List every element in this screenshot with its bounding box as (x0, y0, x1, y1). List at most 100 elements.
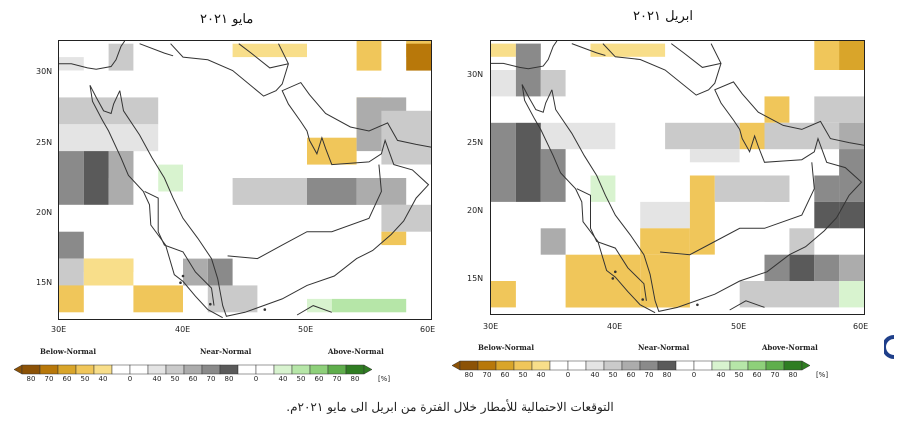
forecast-cell (689, 149, 740, 163)
forecast-cell (59, 151, 84, 205)
legend-colorbar-april (451, 360, 811, 371)
forecast-map-may (58, 40, 432, 320)
legend-swatch (219, 364, 239, 375)
forecast-cell (764, 254, 790, 282)
forecast-map-april (490, 40, 865, 315)
forecast-cell (839, 41, 864, 70)
lat-label: 15N (36, 278, 53, 287)
forecast-cell (640, 254, 690, 308)
coastline-border (491, 41, 558, 70)
forecast-cell (839, 149, 864, 202)
legend-tick-label: 40 (536, 371, 546, 379)
legend-swatch (183, 364, 203, 375)
legend-swatch (585, 360, 605, 371)
forecast-cell (491, 70, 516, 97)
legend-tick-label: [%] (815, 371, 829, 379)
forecast-cell (307, 137, 357, 165)
forecast-cell (764, 96, 790, 123)
coastline-border (89, 85, 121, 115)
forecast-cell (59, 231, 84, 259)
coastline-border (227, 164, 382, 260)
forecast-cell (381, 204, 431, 232)
map-title-may: مايو ٢٠٢١ (200, 12, 254, 27)
coastline-border (729, 300, 765, 311)
lon-label: 30E (483, 322, 499, 331)
legend-swatch (237, 364, 257, 375)
legend-swatch (57, 364, 77, 375)
legend-swatch (675, 360, 695, 371)
legend-tick-label: 50 (296, 375, 306, 383)
coastline-border (170, 43, 289, 97)
legend-swatch (459, 360, 479, 371)
forecast-cell (59, 258, 84, 286)
forecast-cell (381, 231, 407, 246)
forecast-cell (406, 43, 431, 71)
legend-tick-label: 0 (127, 375, 133, 383)
coastline-border (602, 43, 722, 96)
legend-tick-label: 0 (253, 375, 259, 383)
island-dot (263, 308, 267, 311)
forecast-cell (515, 43, 541, 97)
legend-swatch (273, 364, 293, 375)
lon-label: 60E (853, 322, 869, 331)
legend-swatch (129, 364, 149, 375)
forecast-cell (232, 178, 307, 205)
forecast-cell (814, 96, 864, 123)
legend-arrow-right (363, 364, 373, 375)
legend-may: Below-Normal Near-Normal Above-Normal 80… (12, 342, 422, 387)
forecast-cell (491, 281, 516, 308)
legend-tick-label: 80 (662, 371, 672, 379)
coastline-border (521, 84, 553, 113)
forecast-cell (814, 201, 840, 229)
legend-swatch (549, 360, 569, 371)
legend-below-label: Below-Normal (40, 347, 96, 356)
coastline-border (139, 43, 174, 57)
forecast-cell (640, 228, 690, 255)
legend-swatch (783, 360, 803, 371)
legend-tick-label: 60 (626, 371, 636, 379)
forecast-cell (232, 43, 307, 58)
island-dot (181, 274, 185, 278)
legend-tick-label: 80 (464, 371, 474, 379)
legend-swatch (513, 360, 533, 371)
legend-tick-label: 50 (170, 375, 180, 383)
lat-label: 15N (467, 274, 484, 283)
forecast-cell (207, 258, 233, 286)
legend-swatch (531, 360, 551, 371)
forecast-cell (565, 254, 641, 308)
legend-below-label: Below-Normal (478, 343, 534, 352)
legend-tick-label: 80 (26, 375, 36, 383)
forecast-cell (307, 298, 332, 313)
coastline-border (144, 190, 215, 306)
coastline-border (576, 188, 647, 301)
forecast-cell (739, 281, 840, 308)
legend-tick-label: 80 (788, 371, 798, 379)
lat-label: 30N (36, 67, 53, 76)
forecast-cell (540, 149, 566, 202)
coastline-border (59, 41, 126, 70)
forecast-cell (108, 43, 134, 71)
lat-label: 20N (467, 206, 484, 215)
legend-swatch (255, 364, 275, 375)
forecast-cell (108, 151, 134, 205)
lon-label: 50E (731, 322, 747, 331)
forecast-cell (814, 175, 840, 202)
island-dot (179, 281, 182, 284)
legend-tick-label: 0 (565, 371, 571, 379)
legend-swatch (495, 360, 515, 371)
legend-near-label: Near-Normal (638, 343, 690, 352)
island-dot (641, 298, 644, 301)
legend-swatch (621, 360, 641, 371)
legend-swatch (291, 364, 311, 375)
legend-tick-label: 40 (98, 375, 108, 383)
legend-tick-label: 50 (518, 371, 528, 379)
forecast-cell (640, 201, 690, 229)
forecast-cell (59, 97, 159, 125)
legend-tick-label: 80 (350, 375, 360, 383)
legend-tick-label: 50 (608, 371, 618, 379)
forecast-cell (307, 178, 357, 205)
forecast-cell (764, 175, 790, 202)
legend-above-label: Above-Normal (328, 347, 384, 356)
island-dot (611, 277, 615, 280)
forecast-cell (789, 228, 815, 255)
